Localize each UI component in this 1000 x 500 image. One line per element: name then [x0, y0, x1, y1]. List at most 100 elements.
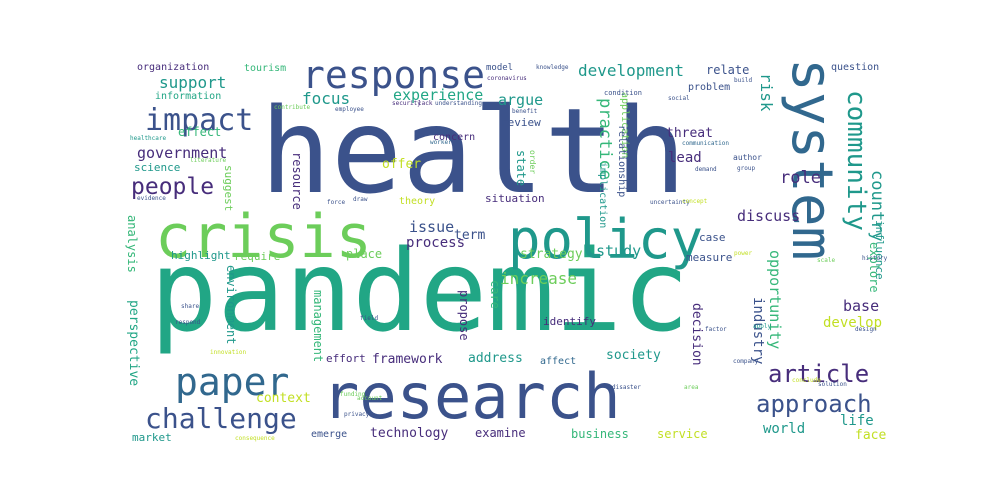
word-relate: relate: [706, 63, 749, 77]
word-theory: theory: [399, 196, 435, 207]
word-support: support: [159, 73, 226, 92]
word-conclude: conclude: [792, 377, 821, 384]
word-address: address: [468, 351, 523, 366]
word-draw: draw: [353, 196, 368, 203]
word-health: health: [260, 82, 686, 220]
word-country: country: [867, 170, 887, 242]
word-force: force: [327, 199, 345, 206]
word-management: management: [311, 290, 325, 362]
word-literature: literature: [190, 157, 227, 164]
word-information: information: [155, 91, 221, 102]
word-context: context: [256, 391, 311, 406]
word-organization: organization: [137, 62, 209, 73]
word-lead: lead: [668, 150, 702, 166]
word-application: application: [619, 92, 630, 158]
word-life: life: [840, 413, 874, 429]
word-place: place: [346, 247, 382, 261]
word-policy: policy: [508, 208, 703, 271]
word-solution: solution: [818, 381, 847, 388]
word-healthcare: healthcare: [130, 135, 167, 142]
word-history: history: [862, 255, 888, 262]
word-relationship: relationship: [616, 125, 627, 197]
word-role: role: [780, 168, 821, 188]
word-concept: concept: [682, 198, 708, 205]
word-discuss: discuss: [737, 207, 800, 225]
word-pandemic: pandemic: [150, 227, 689, 357]
word-author: author: [733, 153, 762, 162]
word-identify: identify: [543, 315, 596, 328]
word-account: account: [357, 395, 383, 402]
word-communication: communication: [682, 140, 729, 147]
word-innovation: innovation: [210, 349, 247, 356]
word-factor: factor: [705, 326, 727, 333]
word-benefit: benefit: [512, 108, 538, 115]
word-respond: respond: [175, 319, 201, 326]
word-experience: experience: [393, 86, 483, 104]
word-concern: concern: [433, 132, 475, 143]
word-practice: practice: [595, 98, 615, 180]
word-affect: affect: [540, 356, 576, 367]
word-resource: resource: [290, 152, 304, 210]
word-analysis: analysis: [125, 215, 139, 273]
word-environment: environment: [224, 265, 238, 344]
word-group: group: [737, 165, 755, 172]
word-suggest: suggest: [222, 165, 235, 211]
word-challenge: challenge: [145, 402, 297, 435]
word-implication: implication: [597, 162, 608, 228]
word-share: share: [181, 303, 199, 310]
word-community: community: [841, 90, 871, 231]
word-increase: increase: [500, 269, 577, 288]
word-business: business: [571, 427, 629, 441]
word-power: power: [734, 250, 752, 257]
word-perspective: perspective: [126, 300, 141, 386]
word-privacy: privacy: [344, 411, 370, 418]
word-apply: apply: [753, 323, 771, 330]
word-model: model: [486, 63, 513, 73]
word-propose: propose: [457, 290, 471, 341]
word-design: design: [855, 326, 877, 333]
word-uncertainty: uncertainty: [650, 199, 690, 206]
word-industry: industry: [750, 297, 766, 364]
word-review: review: [501, 116, 541, 129]
word-argue: argue: [498, 91, 543, 109]
word-world: world: [763, 421, 805, 437]
word-offer: offer: [382, 157, 421, 172]
word-employee: employee: [335, 106, 364, 113]
word-influence: influence: [873, 220, 886, 280]
word-response: response: [302, 53, 485, 97]
word-social: social: [668, 95, 690, 102]
word-system: system: [779, 58, 844, 260]
word-develop: develop: [823, 315, 882, 331]
word-condition: condition: [604, 89, 642, 97]
word-article: article: [768, 360, 869, 388]
word-measure: measure: [686, 251, 732, 264]
word-focus: focus: [302, 89, 350, 108]
word-lack: lack: [418, 100, 433, 107]
word-face: face: [855, 428, 886, 443]
word-require: require: [234, 250, 280, 263]
word-question: question: [831, 62, 879, 73]
word-strategy: strategy: [520, 247, 583, 262]
word-understanding: understanding: [435, 100, 482, 107]
word-crisis: crisis: [155, 202, 372, 272]
word-process: process: [406, 235, 465, 251]
word-coronavirus: coronavirus: [487, 75, 527, 82]
word-service: service: [657, 427, 708, 441]
word-opportunity: opportunity: [766, 250, 784, 349]
word-case: case: [699, 231, 726, 244]
word-science: science: [134, 161, 180, 174]
word-government: government: [137, 144, 227, 162]
word-risk: risk: [757, 73, 776, 112]
word-effort: effort: [326, 352, 366, 365]
word-situation: situation: [485, 192, 545, 205]
word-demand: demand: [695, 166, 717, 173]
word-threat: threat: [666, 126, 713, 141]
word-highlight: highlight: [171, 249, 231, 262]
word-impact: impact: [145, 103, 253, 138]
word-people: people: [131, 174, 214, 200]
word-funding: funding: [340, 391, 366, 398]
word-framework: framework: [372, 352, 443, 367]
word-consequence: consequence: [235, 435, 275, 442]
